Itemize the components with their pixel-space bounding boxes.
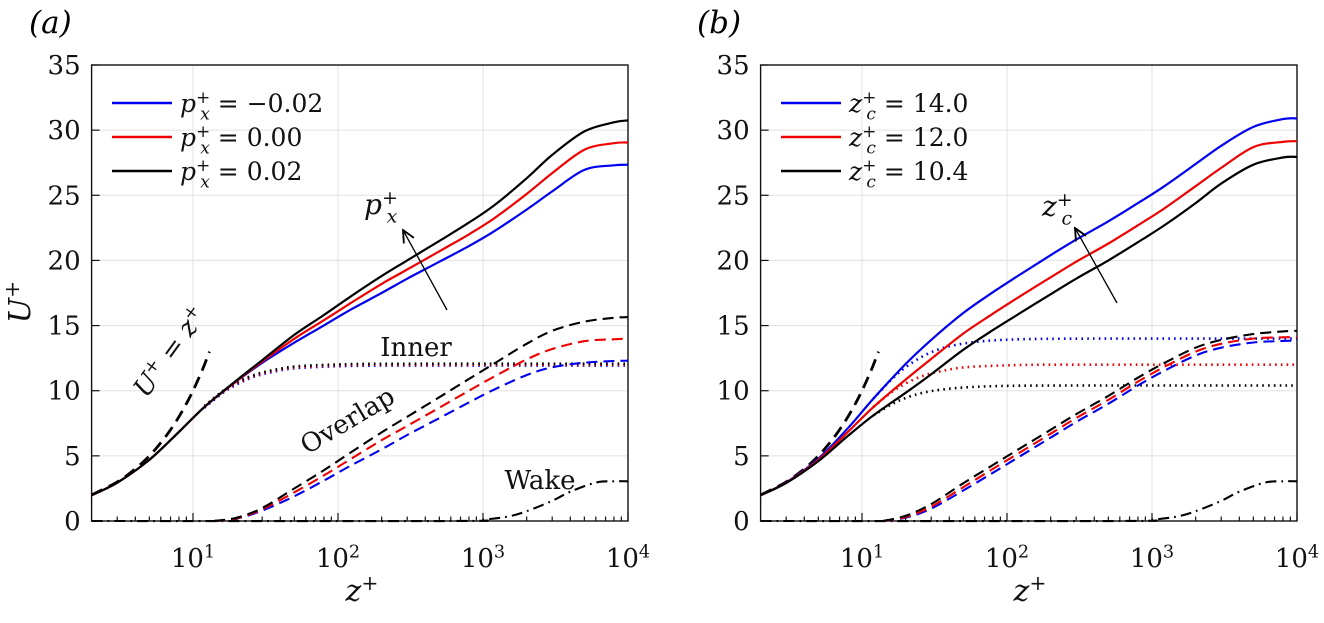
y-tick-label: 20 bbox=[717, 246, 750, 276]
panel-a: 101 102 103 104 0 5 10 15 20 25 30 35 z+ U+ p+ x = −0.0… bbox=[0, 51, 650, 609]
panel-b-ticks bbox=[760, 64, 1298, 522]
panel-b-axes-box bbox=[759, 64, 1298, 522]
y-tick-label: 25 bbox=[48, 181, 81, 211]
legend-label: p+ x = 0.02 bbox=[180, 156, 302, 193]
series-inner-profile-blue bbox=[203, 364, 628, 409]
x-tick-label: 103 bbox=[461, 543, 505, 574]
panel-b-arrow bbox=[1075, 228, 1118, 304]
panel-b-label: (b) bbox=[697, 5, 741, 41]
series-law-of-the-wall bbox=[760, 351, 880, 497]
series-inner-profile-black bbox=[203, 362, 628, 407]
series-inner-profile-black bbox=[872, 384, 1297, 417]
panel-a-annotation: p+ x bbox=[364, 187, 398, 228]
panel-a-grid bbox=[91, 65, 628, 521]
panel-b-x-axis-label: z+ bbox=[1013, 571, 1047, 609]
x-tick-label: 101 bbox=[840, 543, 884, 574]
series-mean-velocity-blue bbox=[760, 117, 1298, 497]
y-tick-label: 35 bbox=[48, 51, 81, 81]
panel-a-ticks bbox=[91, 64, 629, 522]
y-tick-label: 5 bbox=[64, 442, 81, 472]
series-overlap-component-blue bbox=[883, 339, 1298, 523]
series-wake-component bbox=[91, 480, 629, 523]
series-overlap-component-red bbox=[214, 337, 629, 523]
panel-a-annotation: U+ = z+ bbox=[127, 301, 213, 403]
panel-a-legend: p+ x = −0.02p+ x = 0.00p+ x = 0.02 bbox=[112, 88, 323, 193]
legend-label: p+ x = 0.00 bbox=[180, 122, 302, 159]
panel-b-legend: z+ c = 14.0z+ c = 12.0z+ c = 10.4 bbox=[781, 88, 968, 193]
panel-a-y-axis-label: U+ bbox=[0, 281, 38, 323]
panel-a-arrow bbox=[403, 230, 448, 311]
panel-b-series bbox=[760, 117, 1298, 523]
panel-b-annotation: z+ c bbox=[1041, 189, 1073, 230]
panel-a-annotation: Wake bbox=[504, 466, 575, 496]
legend-label: p+ x = −0.02 bbox=[180, 88, 323, 125]
y-tick-label: 0 bbox=[64, 507, 81, 537]
panel-b-grid bbox=[760, 65, 1297, 521]
y-tick-label: 15 bbox=[717, 312, 750, 342]
panel-a-series bbox=[91, 119, 629, 523]
series-mean-velocity-red bbox=[760, 140, 1298, 497]
y-tick-label: 25 bbox=[717, 181, 750, 211]
legend-label: z+ c = 12.0 bbox=[848, 122, 968, 159]
panel-a-x-axis-label: z+ bbox=[345, 571, 379, 609]
series-overlap-component-blue bbox=[214, 359, 629, 523]
y-tick-label: 0 bbox=[733, 507, 750, 537]
y-tick-label: 10 bbox=[717, 377, 750, 407]
y-tick-label: 30 bbox=[717, 116, 750, 146]
y-tick-label: 10 bbox=[48, 377, 81, 407]
series-mean-velocity-black bbox=[760, 155, 1298, 497]
x-tick-label: 104 bbox=[606, 543, 650, 574]
series-mean-velocity-black bbox=[91, 119, 629, 497]
x-tick-label: 101 bbox=[171, 543, 215, 574]
y-tick-label: 5 bbox=[733, 442, 750, 472]
series-overlap-component-black bbox=[882, 329, 1298, 523]
y-tick-label: 20 bbox=[48, 246, 81, 276]
series-wake-component bbox=[760, 480, 1298, 523]
y-tick-label: 15 bbox=[48, 312, 81, 342]
y-tick-label: 35 bbox=[717, 51, 750, 81]
series-inner-profile-blue bbox=[872, 337, 1297, 400]
panel-a-annotation: Overlap bbox=[295, 381, 400, 460]
x-tick-label: 104 bbox=[1275, 543, 1319, 574]
x-tick-label: 102 bbox=[316, 543, 360, 574]
panel-a-label: (a) bbox=[29, 5, 72, 41]
y-tick-label: 30 bbox=[48, 116, 81, 146]
series-overlap-component-black bbox=[214, 316, 629, 523]
legend-label: z+ c = 10.4 bbox=[848, 156, 968, 193]
series-overlap-component-red bbox=[882, 336, 1298, 523]
series-inner-profile-red bbox=[203, 363, 628, 408]
x-tick-label: 102 bbox=[985, 543, 1029, 574]
panel-a-annotation: Inner bbox=[380, 333, 452, 363]
legend-label: z+ c = 14.0 bbox=[848, 88, 968, 125]
x-tick-label: 103 bbox=[1130, 543, 1174, 574]
